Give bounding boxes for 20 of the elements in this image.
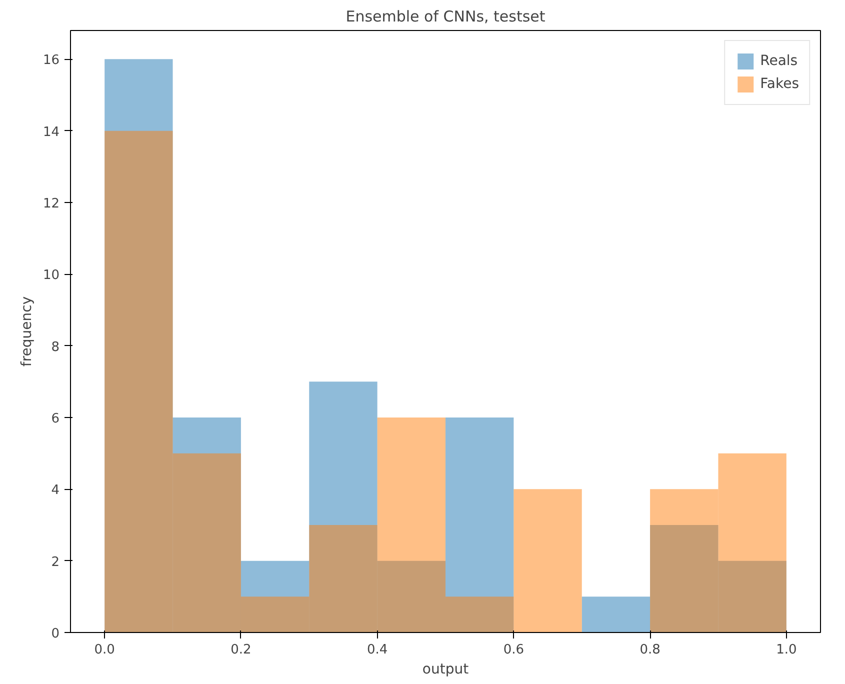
x-axis-title: output <box>422 662 470 678</box>
y-tick-label: 14 <box>42 124 60 140</box>
legend-label: Fakes <box>760 76 799 92</box>
y-tick-label: 12 <box>42 196 60 212</box>
y-tick-label: 10 <box>42 268 60 284</box>
x-tick-label: 0.6 <box>503 642 524 658</box>
y-axis-title: frequency <box>18 296 35 367</box>
y-tick-label: 8 <box>51 340 60 355</box>
y-tick-label: 16 <box>42 53 60 68</box>
y-tick-label: 6 <box>51 412 60 426</box>
x-tick-label: 0.0 <box>94 642 115 658</box>
x-tick-label: 0.8 <box>640 642 660 658</box>
legend-label: Reals <box>760 53 798 69</box>
x-tick-label: 1.0 <box>776 642 797 658</box>
x-tick-label: 0.2 <box>230 642 252 658</box>
chart-title: Ensemble of CNNs, testset <box>346 8 546 26</box>
y-tick-label: 0 <box>51 626 60 642</box>
x-tick-label: 0.4 <box>366 642 388 658</box>
y-tick-label: 2 <box>51 554 60 570</box>
y-tick-label: 4 <box>51 483 60 498</box>
